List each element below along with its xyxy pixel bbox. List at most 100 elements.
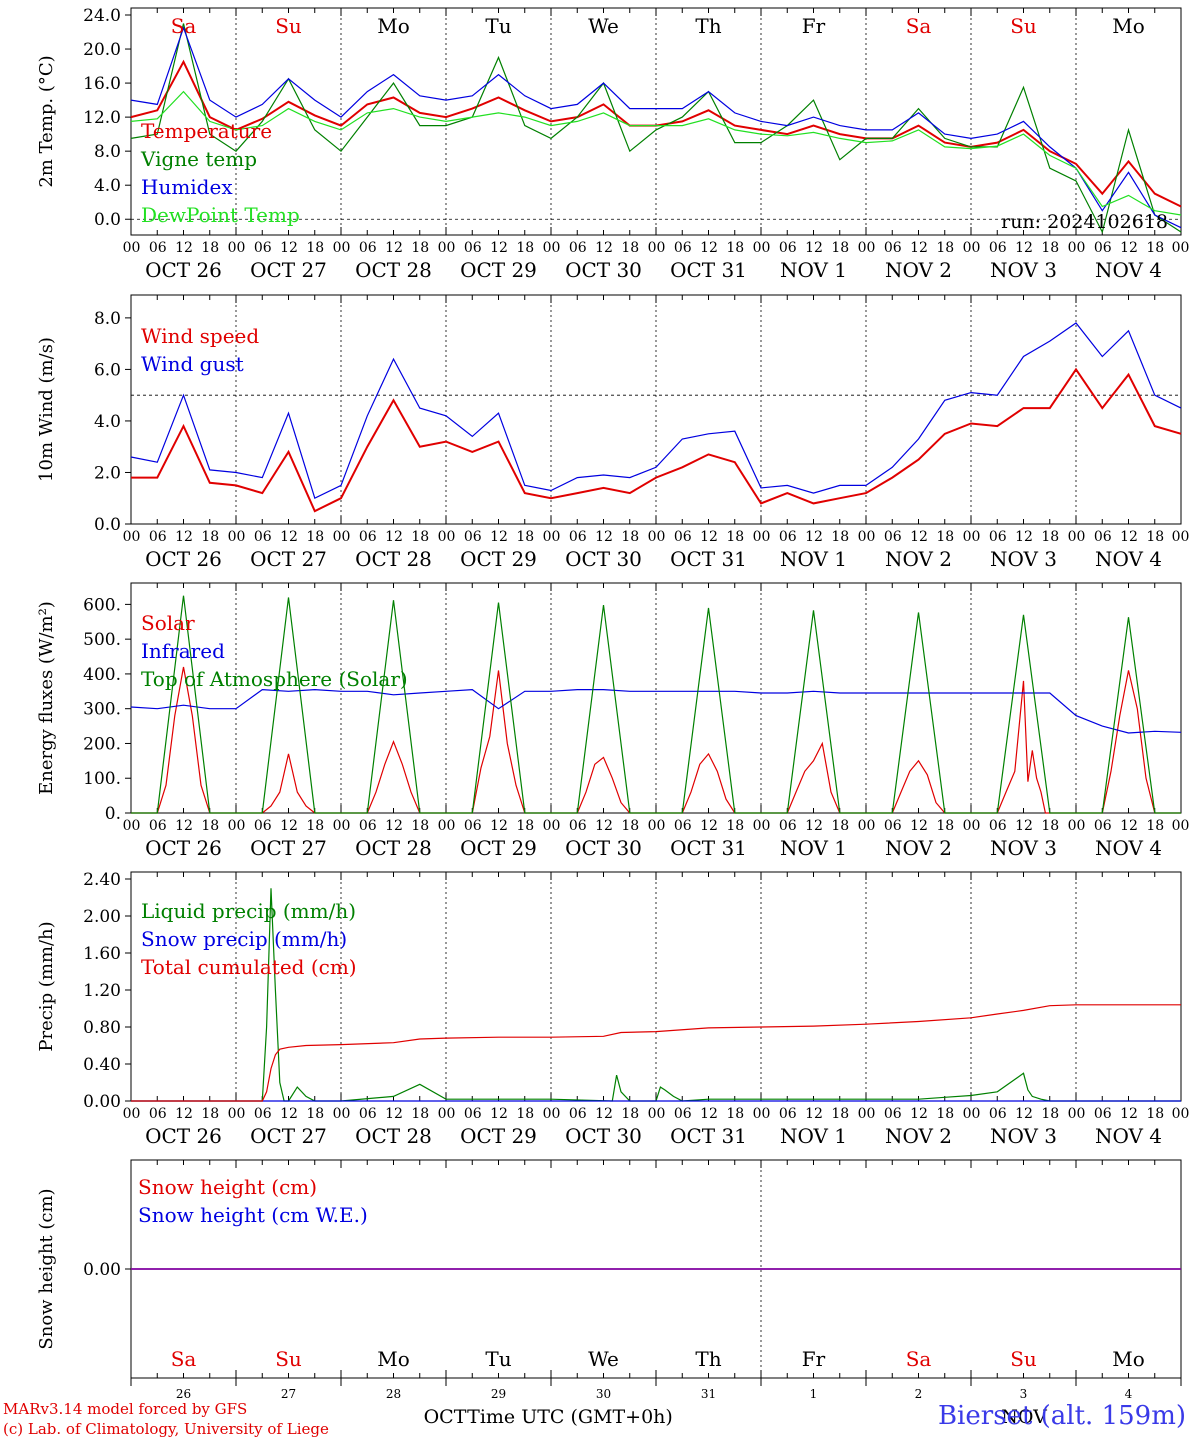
hour-tick-label: 00 — [963, 1106, 981, 1122]
y-axis-label: Precip (mm/h) — [36, 921, 57, 1051]
date-label: OCT 26 — [145, 1124, 222, 1148]
y-tick-label: 1.20 — [83, 981, 121, 1001]
weekday-label: Su — [275, 14, 302, 38]
legend-entry: Snow height (cm) — [138, 1175, 317, 1199]
date-label: NOV 4 — [1095, 1124, 1162, 1148]
hour-tick-label: 00 — [963, 818, 981, 834]
legend-entry: Infrared — [141, 639, 225, 663]
legend-entry: Wind gust — [141, 352, 244, 376]
hour-tick-label: 12 — [595, 818, 613, 834]
chart-panel-4: 2.40 2.00 1.60 1.20 0.80 0.40 0.00 Precip (mm/h… — [36, 870, 1189, 1148]
y-tick-label: 20.0 — [83, 40, 121, 60]
hour-tick-label: 06 — [149, 529, 167, 545]
run-label: run: 2024102618 — [1001, 211, 1168, 233]
hour-tick-label: 12 — [385, 1106, 403, 1122]
hour-tick-label: 12 — [595, 1106, 613, 1122]
hour-tick-label: 12 — [490, 240, 508, 256]
hour-tick-label: 12 — [700, 1106, 718, 1122]
hour-tick-label: 00 — [753, 529, 771, 545]
date-label: OCT 26 — [145, 836, 222, 860]
hour-tick-label: 06 — [359, 240, 377, 256]
hour-tick-label: 06 — [674, 529, 692, 545]
hour-tick-label: 00 — [753, 1106, 771, 1122]
series-line-3 — [131, 1004, 1181, 1102]
date-label: OCT 30 — [565, 1124, 642, 1148]
hour-tick-label: 00 — [858, 529, 876, 545]
date-label: OCT 26 — [145, 258, 222, 282]
date-label: NOV 2 — [885, 1124, 952, 1148]
weekday-label: Mo — [1112, 1347, 1145, 1371]
hour-tick-label: 00 — [1172, 818, 1190, 834]
day-number-label: 26 — [176, 1387, 191, 1401]
y-tick-label: 4.0 — [94, 176, 121, 196]
hour-tick-label: 12 — [910, 1106, 928, 1122]
legend-entry: Snow precip (mm/h) — [141, 927, 347, 951]
y-axis-label: 2m Temp. (°C) — [36, 55, 57, 187]
hour-tick-label: 12 — [1120, 818, 1138, 834]
hour-tick-label: 18 — [621, 1106, 639, 1122]
model-credits: MARv3.14 model forced by GFS (c) Lab. of… — [3, 1399, 329, 1439]
hour-tick-label: 06 — [464, 1106, 482, 1122]
y-tick-label: 0.0 — [94, 515, 121, 535]
hour-tick-label: 00 — [963, 529, 981, 545]
y-tick-label: 500. — [83, 630, 121, 650]
hour-tick-label: 12 — [490, 1106, 508, 1122]
weekday-label: Sa — [906, 14, 932, 38]
hour-tick-label: 18 — [201, 240, 219, 256]
hour-tick-label: 12 — [175, 818, 193, 834]
hour-tick-label: 12 — [175, 1106, 193, 1122]
date-label: OCT 30 — [565, 836, 642, 860]
hour-tick-label: 06 — [884, 240, 902, 256]
y-tick-label: 1.60 — [83, 944, 121, 964]
weekday-label: Tu — [485, 14, 511, 38]
hour-tick-label: 06 — [359, 529, 377, 545]
y-tick-label: 600. — [83, 595, 121, 615]
hour-tick-label: 12 — [1120, 240, 1138, 256]
y-tick-label: 0.00 — [83, 1092, 121, 1112]
hour-tick-label: 18 — [1146, 818, 1164, 834]
hour-tick-label: 06 — [464, 240, 482, 256]
x-axis-label: Time UTC (GMT+0h) — [467, 1406, 673, 1428]
date-label: OCT 27 — [250, 1124, 327, 1148]
day-number-label: 3 — [1020, 1387, 1028, 1401]
y-tick-label: 100. — [83, 769, 121, 789]
hour-tick-label: 00 — [228, 529, 246, 545]
hour-tick-label: 00 — [333, 1106, 351, 1122]
hour-tick-label: 00 — [123, 1106, 141, 1122]
hour-tick-label: 00 — [858, 240, 876, 256]
day-number-label: 28 — [386, 1387, 401, 1401]
date-label: OCT 30 — [565, 258, 642, 282]
chart-panel-3: 600. 500. 400. 300. 200. 100. 0. Energy fluxes … — [36, 582, 1190, 860]
hour-tick-label: 18 — [516, 529, 534, 545]
hour-tick-label: 00 — [753, 240, 771, 256]
hour-tick-label: 06 — [1094, 240, 1112, 256]
weekday-label: Fr — [802, 14, 826, 38]
y-axis-label: 10m Wind (m/s) — [36, 337, 57, 482]
date-label: OCT 27 — [250, 547, 327, 571]
hour-tick-label: 18 — [411, 818, 429, 834]
date-label: OCT 31 — [670, 547, 747, 571]
date-label: OCT 31 — [670, 836, 747, 860]
date-label: NOV 1 — [780, 1124, 847, 1148]
weekday-label: Th — [695, 14, 721, 38]
date-label: OCT 28 — [355, 1124, 432, 1148]
hour-tick-label: 18 — [1041, 529, 1059, 545]
hour-tick-label: 18 — [1041, 240, 1059, 256]
chart-panel-2: 8.0 6.0 4.0 2.0 0.0 10m Wind (m/s) Wind speed W… — [36, 294, 1189, 571]
hour-tick-label: 18 — [1146, 1106, 1164, 1122]
hour-tick-label: 18 — [1146, 529, 1164, 545]
hour-tick-label: 18 — [201, 1106, 219, 1122]
y-axis-label: Snow height (cm) — [36, 1188, 57, 1349]
hour-tick-label: 18 — [201, 818, 219, 834]
hour-tick-label: 06 — [1094, 529, 1112, 545]
date-label: OCT 27 — [250, 836, 327, 860]
hour-tick-label: 12 — [1015, 1106, 1033, 1122]
hour-tick-label: 00 — [1172, 1106, 1190, 1122]
date-label: NOV 2 — [885, 258, 952, 282]
hour-tick-label: 00 — [858, 1106, 876, 1122]
hour-tick-label: 12 — [1120, 529, 1138, 545]
hour-tick-label: 12 — [385, 240, 403, 256]
hour-tick-label: 00 — [543, 240, 561, 256]
chart-panel-1: 24.0 20.0 16.0 12.0 8.0 4.0 0.0 2m Temp. (°C) Te… — [36, 6, 1189, 282]
hour-tick-label: 18 — [831, 529, 849, 545]
